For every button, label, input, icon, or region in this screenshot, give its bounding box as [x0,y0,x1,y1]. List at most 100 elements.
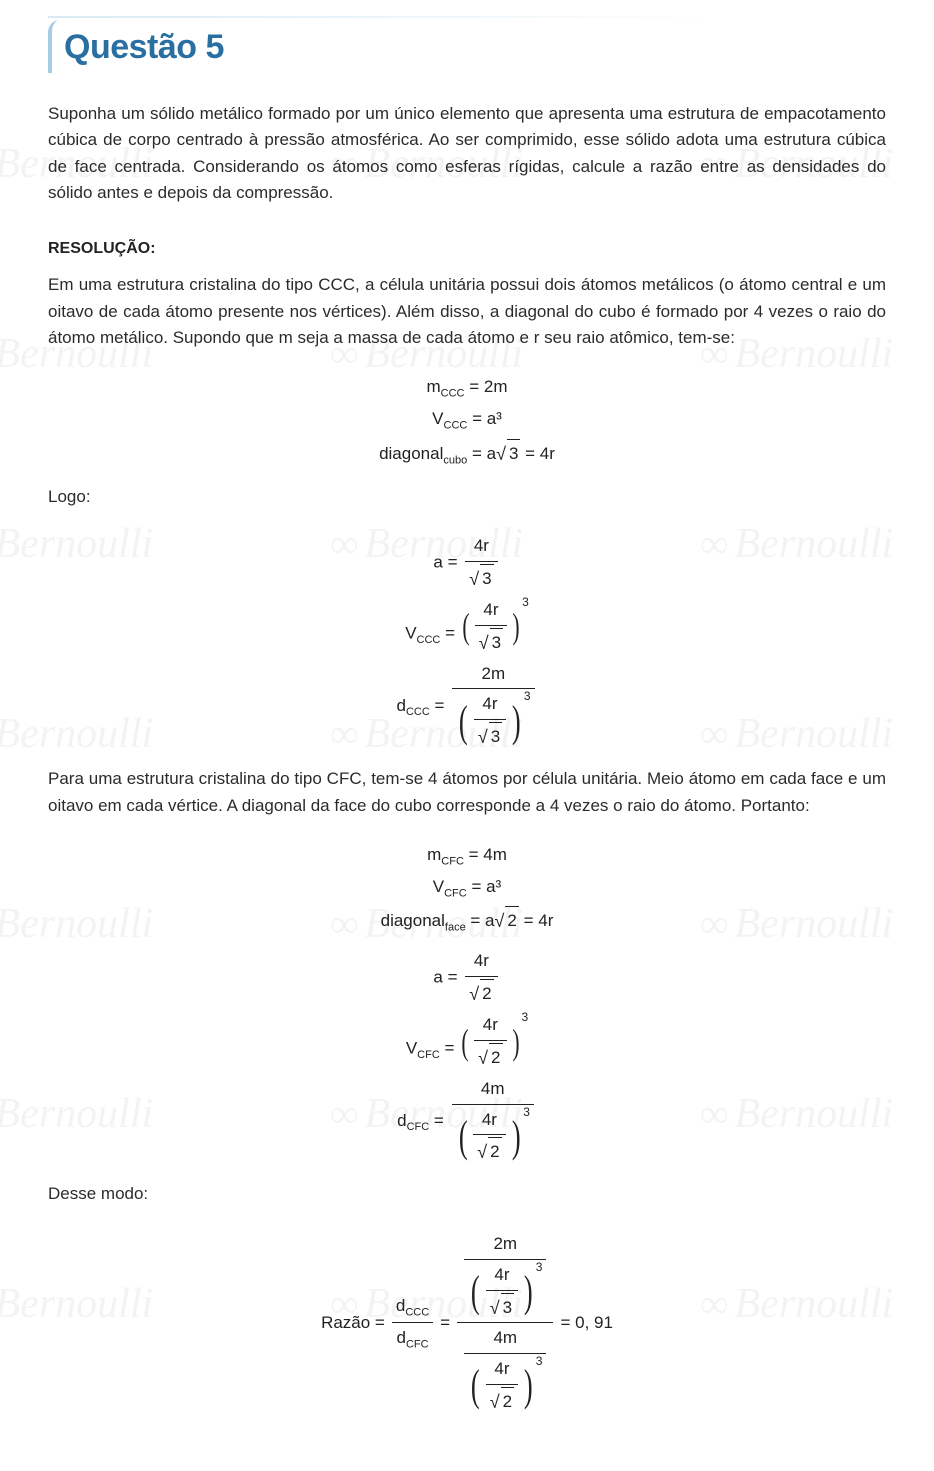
right-paren-icon: ) [512,702,521,742]
right-paren-icon: ) [512,1026,519,1058]
denominator: ( 4r √2 ) 3 [464,1353,546,1417]
fraction: 4r √2 [465,947,497,1009]
numerator: 2m [452,660,534,689]
fraction: 4r √2 [486,1355,518,1417]
radical-icon: √ [478,727,488,747]
sub-cubo: cubo [443,454,467,466]
radical-icon: √ [478,1048,488,1068]
question-header: Questão 5 [48,20,886,73]
eq-text: = a³ [467,409,502,428]
numerator: 2m ( 4r √3 ) 3 [457,1230,553,1323]
numerator: 4r [486,1261,518,1290]
numerator: 4r [475,596,507,625]
sqrt-2: 2 [488,1137,501,1167]
eq-text: = [430,695,449,714]
numerator: 4r [465,532,497,561]
sqrt-2: 2 [480,979,493,1009]
left-paren-icon: ( [462,610,469,642]
eq-text: = a [466,911,495,930]
fraction: 4r √2 [473,1106,505,1168]
sqrt-2: 2 [489,1043,502,1073]
left-paren-icon: ( [471,1272,480,1312]
eq-text: a = [433,552,462,571]
desse-label: Desse modo: [48,1181,886,1207]
eq-text: = 4r [520,444,555,463]
paragraph-1: Em uma estrutura cristalina do tipo CCC,… [48,272,886,351]
sub-cfc: CFC [417,1049,440,1061]
paragraph-2: Para uma estrutura cristalina do tipo CF… [48,766,886,819]
denominator: ( 4r √3 ) 3 [464,1259,546,1323]
page: ∞Bernoulli∞Bernoulli∞Bernoulli∞Bernoulli… [0,0,934,1471]
sym-d: d [396,1328,405,1347]
sqrt-3: 3 [489,722,502,752]
left-paren-icon: ( [459,702,468,742]
denominator: √3 [474,719,506,752]
paren-group: ( 4r √3 ) [460,596,522,658]
radical-icon: √ [469,569,479,589]
denominator: √2 [465,976,497,1009]
numerator: 4r [474,1011,506,1040]
eq-text: = 2m [465,377,508,396]
sym-d: d [396,1296,405,1315]
sym-d: d [396,695,405,714]
fraction: 4m ( 4r √2 ) 3 [452,1075,534,1168]
denominator: √3 [475,625,507,658]
fraction: 2m ( 4r √3 ) 3 [452,660,534,753]
denominator: 4m ( 4r √2 ) 3 [457,1322,553,1417]
equations-ccc-derived: a = 4r √3 VCCC = ( 4r √3 ) 3 dCCC = 2m [48,532,886,752]
exponent: 3 [522,1010,529,1024]
eq-text: = 4r [519,911,554,930]
logo-label: Logo: [48,484,886,510]
sub-cfc: CFC [444,887,467,899]
numerator: 4m [464,1324,546,1353]
eq-text: = [429,1111,448,1130]
denominator: ( 4r √3 ) 3 [452,688,534,752]
right-paren-icon: ) [511,1117,520,1157]
question-title: Questão 5 [64,28,886,67]
fraction: 4r √3 [474,690,506,752]
numerator: 4r [486,1355,518,1384]
right-paren-icon: ) [513,610,520,642]
exponent: 3 [523,1105,530,1119]
fraction: 4r √3 [465,532,497,594]
denominator: √2 [486,1384,518,1417]
big-fraction: 2m ( 4r √3 ) 3 [457,1230,553,1417]
sub-ccc: CCC [444,420,468,432]
sqrt-3: 3 [501,1293,514,1323]
left-paren-icon: ( [462,1026,469,1058]
radical-icon: √ [477,1142,487,1162]
result: = 0, 91 [560,1309,612,1338]
sym-v: V [405,623,416,642]
denominator: dCFC [392,1322,433,1354]
sub-cfc: CFC [441,855,464,867]
fraction: dCCC dCFC [392,1292,433,1354]
sub-ccc: CCC [406,706,430,718]
radical-icon: √ [490,1392,500,1412]
radical-icon: √ [490,1298,500,1318]
right-paren-icon: ) [524,1366,533,1406]
sub-cfc: CFC [406,1339,429,1351]
paren-group: ( 4r √2 ) [456,1106,524,1168]
numerator: 4r [473,1106,505,1135]
sym-v: V [406,1039,417,1058]
eq-text: = a [467,444,496,463]
numerator: dCCC [392,1292,433,1322]
eq-text: = [440,623,459,642]
left-paren-icon: ( [458,1117,467,1157]
sym-d: d [397,1111,406,1130]
sqrt-3: 3 [490,628,503,658]
fraction: 4r √2 [474,1011,506,1073]
sqrt-3: 3 [507,439,520,469]
fraction: 4r √3 [486,1261,518,1323]
eq-text: = [440,1039,459,1058]
right-paren-icon: ) [524,1272,533,1312]
sqrt-2: 2 [501,1387,514,1417]
radical-icon: √ [495,911,505,931]
eq-text: a = [433,968,462,987]
left-paren-icon: ( [471,1366,480,1406]
denominator: √3 [486,1290,518,1323]
sub-cfc: CFC [407,1121,430,1133]
denominator: ( 4r √2 ) 3 [452,1104,534,1168]
sym-m: m [426,377,440,396]
exponent: 3 [524,689,531,703]
